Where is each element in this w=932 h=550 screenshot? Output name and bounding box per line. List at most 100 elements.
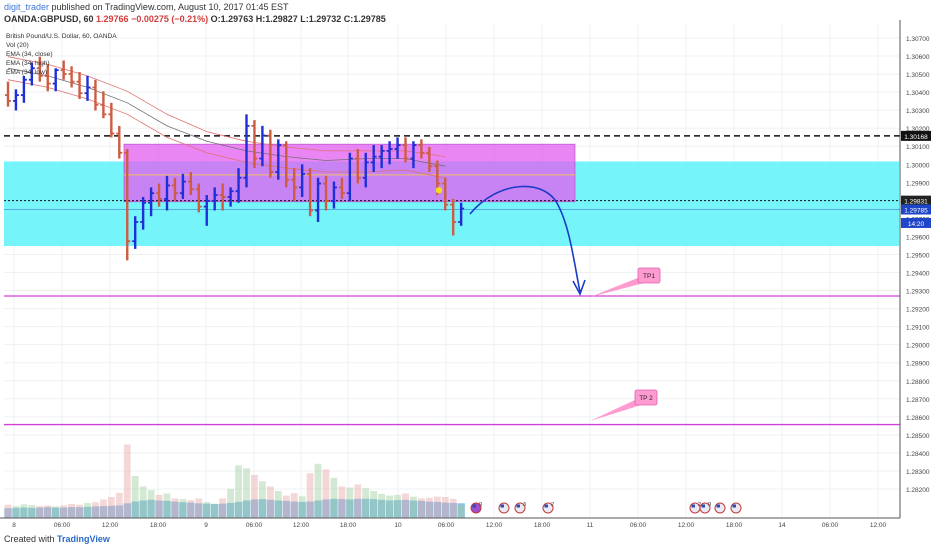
y-tick-label: 1.30200: [906, 126, 930, 133]
ohlc-values: O:1.29763 H:1.29827 L:1.29732 C:1.29785: [210, 14, 386, 24]
volume-ma-bar: [147, 499, 155, 518]
callout-box: [634, 389, 658, 406]
volume-bar: [418, 498, 425, 518]
x-tick-label: 06:00: [822, 522, 839, 529]
volume-bar: [274, 491, 282, 518]
volume-bar: [155, 494, 163, 518]
volume-bar: [28, 505, 36, 518]
y-tick-label: 1.29000: [906, 343, 930, 350]
volume-ma-bar: [433, 501, 441, 518]
price-label-text: 1.29831: [904, 199, 928, 206]
volume-bar: [282, 495, 290, 518]
ema-line: [7, 79, 446, 179]
legend-item: EMA (34, high): [6, 60, 50, 67]
legend: British Pound/U.S. Dollar, 60, OANDA Vol …: [6, 33, 117, 76]
candles-layer: [5, 56, 465, 261]
volume-ma-bar: [322, 499, 330, 518]
x-tick-label: 06:00: [246, 522, 263, 529]
y-tick-label: 1.28200: [906, 487, 930, 494]
y-tick-label: 1.30300: [906, 108, 930, 115]
flag-canton: [516, 504, 520, 508]
volume-ma-bar: [44, 507, 52, 518]
volume-bar: [60, 505, 68, 518]
volume-ma-bar: [441, 502, 449, 518]
x-tick-label: 12:00: [102, 522, 119, 529]
volume-bar: [84, 502, 91, 518]
volume-ma-bar: [123, 503, 131, 518]
volume-ma-bar: [242, 500, 251, 518]
volume-bar: [100, 499, 107, 518]
y-tick-label: 1.29100: [906, 325, 930, 332]
y-tick-label: 1.28500: [906, 433, 930, 440]
volume-ma-bar: [314, 500, 322, 518]
volume-bar: [314, 463, 322, 518]
flag-canton: [472, 504, 476, 508]
volume-bar: [131, 476, 139, 518]
x-tick-label: 18:00: [726, 522, 743, 529]
volume-ma-bar: [171, 501, 179, 518]
callout-pointer: [590, 399, 641, 421]
author-link[interactable]: digit_trader: [4, 2, 50, 12]
flag-canton: [691, 504, 695, 508]
volume-ma-bar: [362, 498, 370, 518]
y-tick-label: 1.28300: [906, 469, 930, 476]
flag-canton: [500, 504, 504, 508]
volume-ma-bar: [83, 506, 92, 518]
volume-bar: [322, 469, 330, 518]
x-tick-label: 9: [204, 522, 208, 529]
volume-ma-bar: [338, 499, 346, 518]
volume-ma-bar: [131, 501, 139, 518]
legend-item: Vol (20): [6, 42, 29, 49]
x-tick-label: 06:00: [438, 522, 455, 529]
volume-bar: [402, 493, 409, 518]
volume-bar: [243, 468, 250, 518]
volume-bar: [12, 506, 20, 518]
price-label-text: 14:20: [908, 221, 925, 228]
volume-bar: [425, 497, 433, 518]
publish-info: digit_trader published on TradingView.co…: [4, 2, 289, 12]
flag-canton: [701, 504, 705, 508]
x-tick-label: 12:00: [293, 522, 310, 529]
y-tick-label: 1.29300: [906, 289, 930, 296]
footer: Created with TradingView: [4, 534, 110, 544]
projection-arrow: [469, 185, 581, 293]
volume-ma-bar: [226, 502, 235, 518]
tradingview-logo[interactable]: TradingView: [57, 534, 110, 544]
volume-bar: [147, 490, 155, 518]
x-tick-label: 12:00: [486, 522, 503, 529]
volume-ma-bar: [425, 501, 434, 518]
x-tick-label: 11: [587, 522, 594, 529]
price-axis[interactable]: 1.30700 1.30600 1.30500 1.30400 1.30300 1.302…: [899, 20, 931, 518]
volume-bar: [251, 474, 258, 518]
volume-ma-bar: [187, 502, 195, 518]
volume-ma-bar: [409, 500, 418, 518]
volume-ma-bar: [59, 507, 68, 518]
y-tick-label: 1.28400: [906, 451, 930, 458]
volume-bar: [227, 488, 234, 518]
y-tick-label: 1.30500: [906, 72, 930, 79]
volume-bar: [410, 496, 417, 518]
ema-line: [7, 56, 446, 157]
volume-bar: [20, 504, 28, 518]
price-label-text: 1.30168: [904, 134, 928, 141]
legend-item: EMA (34, low): [6, 69, 47, 76]
time-axis[interactable]: 8 06:00 12:00 18:00 9 06:00 12:00 18:00 10 06:00 1…: [0, 517, 900, 529]
y-tick-label: 1.28700: [906, 397, 930, 404]
volume-ma-bar: [282, 500, 290, 518]
volume-bar: [394, 494, 401, 518]
x-tick-label: 14: [778, 522, 786, 529]
symbol-name: OANDA:GBPUSD, 60: [4, 14, 94, 24]
volume-ma-bar: [298, 501, 306, 518]
volume-bar: [346, 487, 354, 518]
y-tick-label: 1.28900: [906, 361, 930, 368]
volume-bar: [203, 502, 211, 518]
event-count: 9: [479, 502, 482, 508]
drawings-layer: TP1 TP 2 9 3 2 2 9: [435, 185, 742, 514]
volume-ma-bar: [67, 507, 76, 518]
volume-ma-bar: [393, 500, 402, 518]
volume-bar: [457, 504, 465, 518]
volume-bar: [338, 486, 346, 518]
volume-ma-bar: [250, 499, 259, 518]
y-tick-label: 1.30000: [906, 162, 930, 169]
